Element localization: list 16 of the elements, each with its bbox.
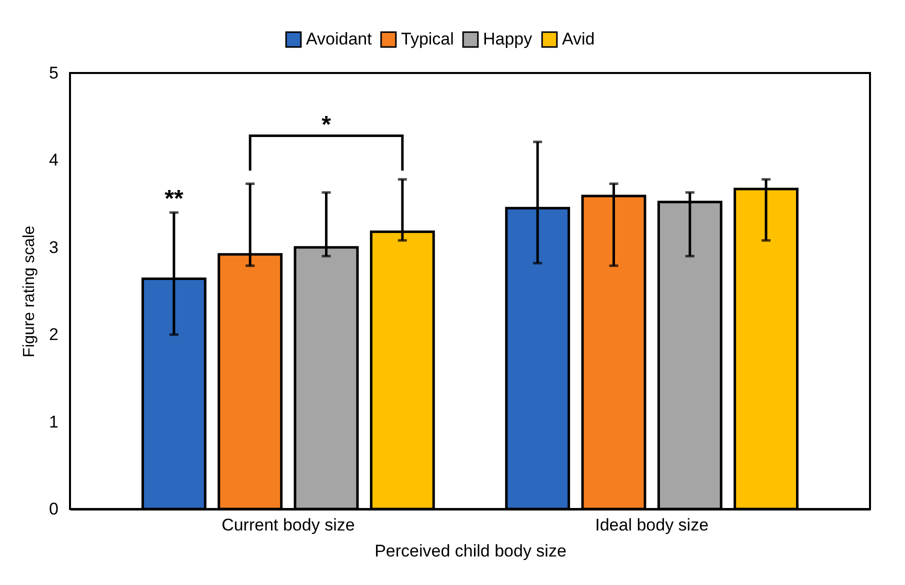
legend-label: Avoidant: [306, 30, 372, 49]
legend-label: Typical: [401, 30, 454, 49]
y-tick-label: 2: [49, 325, 58, 344]
y-tick-label: 4: [49, 150, 58, 170]
y-axis-title: Figure rating scale: [21, 226, 38, 358]
y-tick-label: 1: [49, 412, 58, 432]
y-tick-label: 3: [49, 238, 58, 257]
annotation: **: [164, 185, 184, 212]
legend-label: Happy: [483, 30, 533, 49]
x-tick-label: Ideal body size: [595, 516, 709, 534]
y-tick-label: 5: [49, 64, 58, 82]
x-axis-title: Perceived child body size: [374, 542, 566, 560]
legend-label: Avid: [562, 30, 595, 49]
y-tick-label: 0: [49, 500, 58, 518]
x-tick-label: Current body size: [222, 516, 355, 534]
annotation: *: [322, 111, 332, 138]
